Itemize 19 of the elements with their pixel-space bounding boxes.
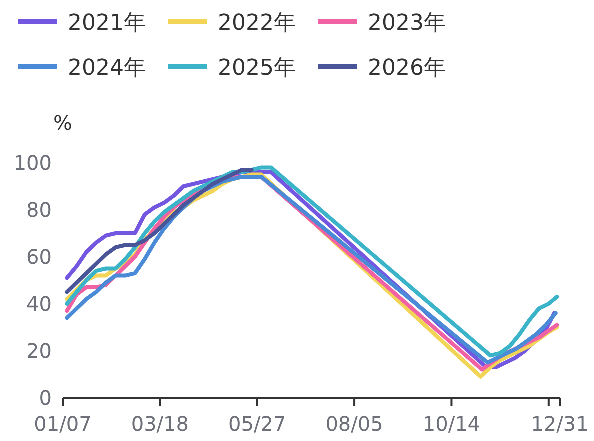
- y-tick-label: 20: [26, 339, 52, 363]
- x-tick-label: 12/31: [531, 412, 589, 436]
- legend-label: 2022年: [218, 11, 296, 36]
- legend-label: 2024年: [68, 56, 146, 81]
- y-axis-title: %: [53, 111, 73, 135]
- x-tick-label: 08/05: [326, 412, 384, 436]
- x-tick-label: 05/27: [228, 412, 286, 436]
- x-tick-label: 10/14: [422, 412, 481, 436]
- y-tick-label: 60: [26, 245, 52, 269]
- y-tick-label: 0: [39, 386, 52, 410]
- y-tick-label: 100: [14, 151, 52, 175]
- legend-label: 2023年: [368, 11, 446, 36]
- legend-label: 2025年: [218, 56, 296, 81]
- legend-label: 2021年: [68, 11, 146, 36]
- y-tick-label: 80: [26, 198, 52, 222]
- x-tick-label: 03/18: [131, 412, 189, 436]
- x-tick-label: 01/07: [34, 412, 92, 436]
- legend-label: 2026年: [368, 56, 446, 81]
- y-tick-label: 40: [26, 292, 52, 316]
